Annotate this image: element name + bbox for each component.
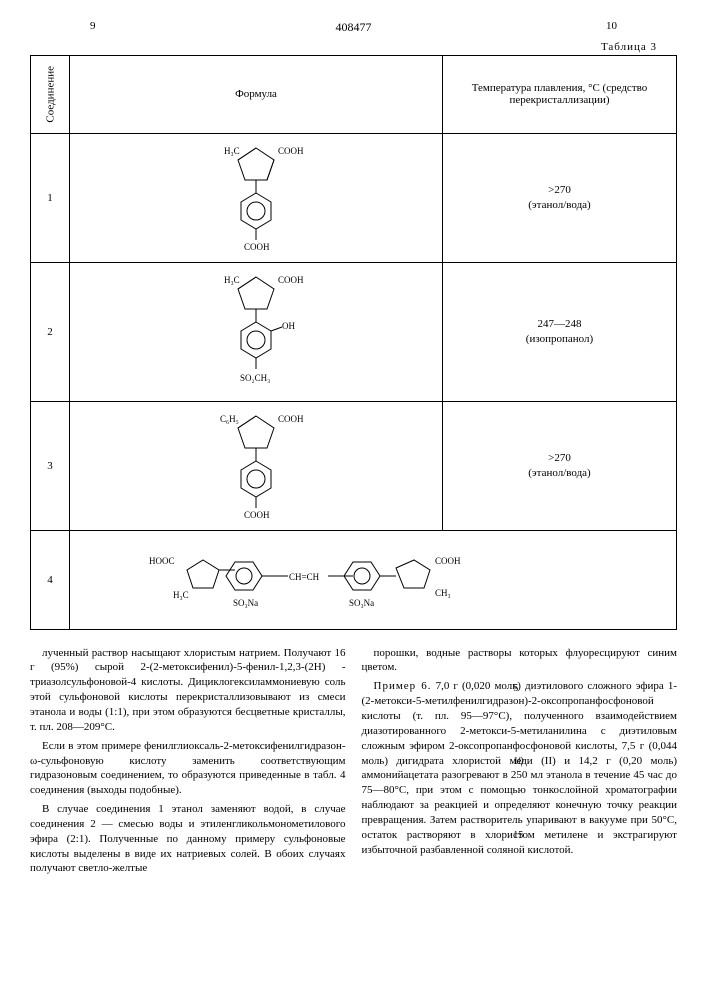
- table-row: 1 H₃C COOH: [31, 133, 677, 262]
- text-columns: лученный раствор насыщают хлористым натр…: [30, 646, 677, 881]
- row-index: 4: [31, 530, 70, 629]
- svg-text:COOH: COOH: [244, 242, 270, 252]
- svg-text:CH=CH: CH=CH: [289, 572, 320, 582]
- svg-text:COOH: COOH: [278, 146, 304, 156]
- formula-cell: C₆H₅ COOH COOH: [70, 401, 443, 530]
- mp-cell: >270 (этанол/вода): [443, 133, 677, 262]
- col-header-compound: Соединение: [31, 56, 70, 134]
- mp-value: 247—248: [449, 317, 670, 331]
- line-mark: 10: [513, 755, 523, 769]
- svg-text:COOH: COOH: [278, 275, 304, 285]
- svg-text:COOH: COOH: [244, 510, 270, 520]
- mp-value: >270: [449, 451, 670, 465]
- formula-cell: HOOC H₃C SO₃Na CH=CH SO₃Na COOH CH₃: [70, 530, 677, 629]
- col-header-formula: Формула: [70, 56, 443, 134]
- svg-text:CH₃: CH₃: [435, 588, 451, 598]
- formula-cell: H₃C COOH OH SO₂CH₃: [70, 262, 443, 401]
- svg-text:HOOC: HOOC: [149, 556, 175, 566]
- paragraph: Если в этом примере фенилглиоксаль-2-мет…: [30, 739, 346, 798]
- example-label: Пример 6.: [374, 680, 432, 692]
- svg-text:C₆H₅: C₆H₅: [220, 414, 239, 424]
- paragraph: В случае соединения 1 этанол заменяют во…: [30, 802, 346, 876]
- row-index: 1: [31, 133, 70, 262]
- svg-text:OH: OH: [282, 321, 295, 331]
- table-caption: Таблица 3: [30, 41, 657, 53]
- doc-number: 408477: [336, 20, 372, 34]
- svg-text:COOH: COOH: [278, 414, 304, 424]
- header: 9 408477 10: [30, 20, 677, 35]
- structure-2: H₃C COOH OH SO₂CH₃: [196, 267, 316, 397]
- structure-1: H₃C COOH COOH: [196, 138, 316, 258]
- data-table: Соединение Формула Температура плавления…: [30, 55, 677, 630]
- paragraph: лученный раствор насыщают хлористым натр…: [30, 646, 346, 735]
- row-index: 2: [31, 262, 70, 401]
- page-num-left: 9: [90, 20, 96, 32]
- table-row: 3 C₆H₅ COOH COOH >270: [31, 401, 677, 530]
- svg-text:SO₃Na: SO₃Na: [349, 598, 374, 608]
- line-mark: 5: [513, 682, 523, 696]
- mp-note: (изопропанол): [449, 332, 670, 346]
- paragraph: порошки, водные растворы которых флуорес…: [362, 646, 678, 676]
- svg-text:H₃C: H₃C: [224, 146, 240, 156]
- right-column: 5 10 15 порошки, водные растворы которых…: [362, 646, 678, 881]
- mp-note: (этанол/вода): [449, 198, 670, 212]
- mp-cell: >270 (этанол/вода): [443, 401, 677, 530]
- svg-text:H₃C: H₃C: [173, 590, 189, 600]
- structure-4: HOOC H₃C SO₃Na CH=CH SO₃Na COOH CH₃: [143, 540, 603, 620]
- structure-3: C₆H₅ COOH COOH: [196, 406, 316, 526]
- svg-text:SO₃Na: SO₃Na: [233, 598, 258, 608]
- page-num-right: 10: [606, 20, 617, 32]
- mp-note: (этанол/вода): [449, 466, 670, 480]
- mp-value: >270: [449, 183, 670, 197]
- svg-text:SO₂CH₃: SO₂CH₃: [240, 373, 270, 383]
- table-row: 4: [31, 530, 677, 629]
- line-mark: 15: [513, 829, 523, 843]
- mp-cell: 247—248 (изопропанол): [443, 262, 677, 401]
- col-header-mp: Температура плавления, °C (средство пере…: [443, 56, 677, 134]
- svg-text:H₃C: H₃C: [224, 275, 240, 285]
- formula-cell: H₃C COOH COOH: [70, 133, 443, 262]
- left-column: лученный раствор насыщают хлористым натр…: [30, 646, 346, 881]
- svg-text:COOH: COOH: [435, 556, 461, 566]
- row-index: 3: [31, 401, 70, 530]
- table-row: 2 H₃C COOH OH SO₂CH₃: [31, 262, 677, 401]
- line-number-marks: 5 10 15: [513, 682, 523, 843]
